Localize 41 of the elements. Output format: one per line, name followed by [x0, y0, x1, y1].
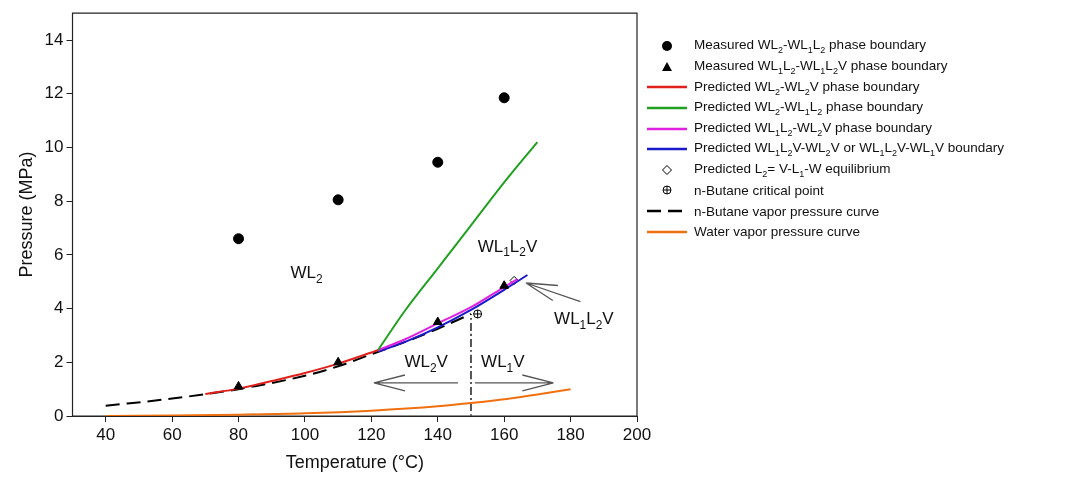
x-tick-label: 60 [162, 424, 182, 444]
y-tick-label: 10 [44, 137, 64, 157]
y-tick-label: 2 [54, 351, 64, 371]
legend-label: n-Butane vapor pressure curve [694, 203, 880, 219]
x-tick-label: 200 [622, 424, 652, 444]
point [432, 156, 444, 168]
y-tick-label: 8 [54, 190, 64, 210]
x-tick-label: 180 [556, 424, 585, 444]
point [498, 92, 510, 104]
legend-label: Predicted WL$_{1}$L$_{2}$-WL$_{2}$V phase boundary [694, 119, 932, 138]
x-tick-label: 100 [290, 424, 320, 444]
x-tick-label: 160 [489, 424, 519, 444]
line-series [377, 141, 539, 352]
point [333, 356, 343, 366]
text: Measured WL$_{1}$L$_{2}$-WL$_{1}$L$_{2}$V phase boundary [694, 58, 948, 76]
x-tick-label: 40 [96, 424, 116, 444]
legend-label: Measured WL$_{2}$-WL$_{1}$L$_{2}$ phase boundary [694, 37, 926, 56]
y-tick-label: 12 [44, 83, 64, 103]
legend-label: Water vapor pressure curve [694, 224, 861, 240]
legend-label: Predicted WL$_{2}$-WL$_{1}$L$_{2}$ phase boundary [694, 99, 923, 117]
text: Predicted WL$_{1}$L$_{2}$V-WL$_{2}$V or WL$_{1}$L$_{2}$V-WL$_{1}$V boundary [694, 140, 1005, 159]
point [499, 280, 510, 289]
legend-label: Predicted WL$_{2}$-WL$_{2}$V phase boundary [694, 78, 920, 97]
y-axis-title: Pressure (MPa) [15, 151, 36, 278]
line-series [204, 349, 379, 395]
point [233, 380, 244, 390]
y-tick-label: 0 [54, 405, 64, 425]
y-tick-label: 14 [44, 29, 64, 49]
legend-label: Predicted L$_{2}$= V-L$_{1}$-W equilibrium [694, 161, 891, 179]
x-axis-title: Temperature (°C) [285, 452, 424, 473]
legend-label: n-Butane critical point [694, 182, 824, 198]
point [233, 233, 245, 245]
x-tick-label: 80 [229, 424, 248, 444]
line-series [104, 388, 572, 416]
x-tick-label: 120 [357, 424, 386, 444]
y-tick-label: 6 [54, 244, 64, 264]
x-tick-label: 140 [423, 424, 452, 444]
point [332, 194, 344, 206]
point [432, 316, 443, 326]
point [473, 309, 483, 319]
y-tick-label: 4 [54, 298, 64, 318]
